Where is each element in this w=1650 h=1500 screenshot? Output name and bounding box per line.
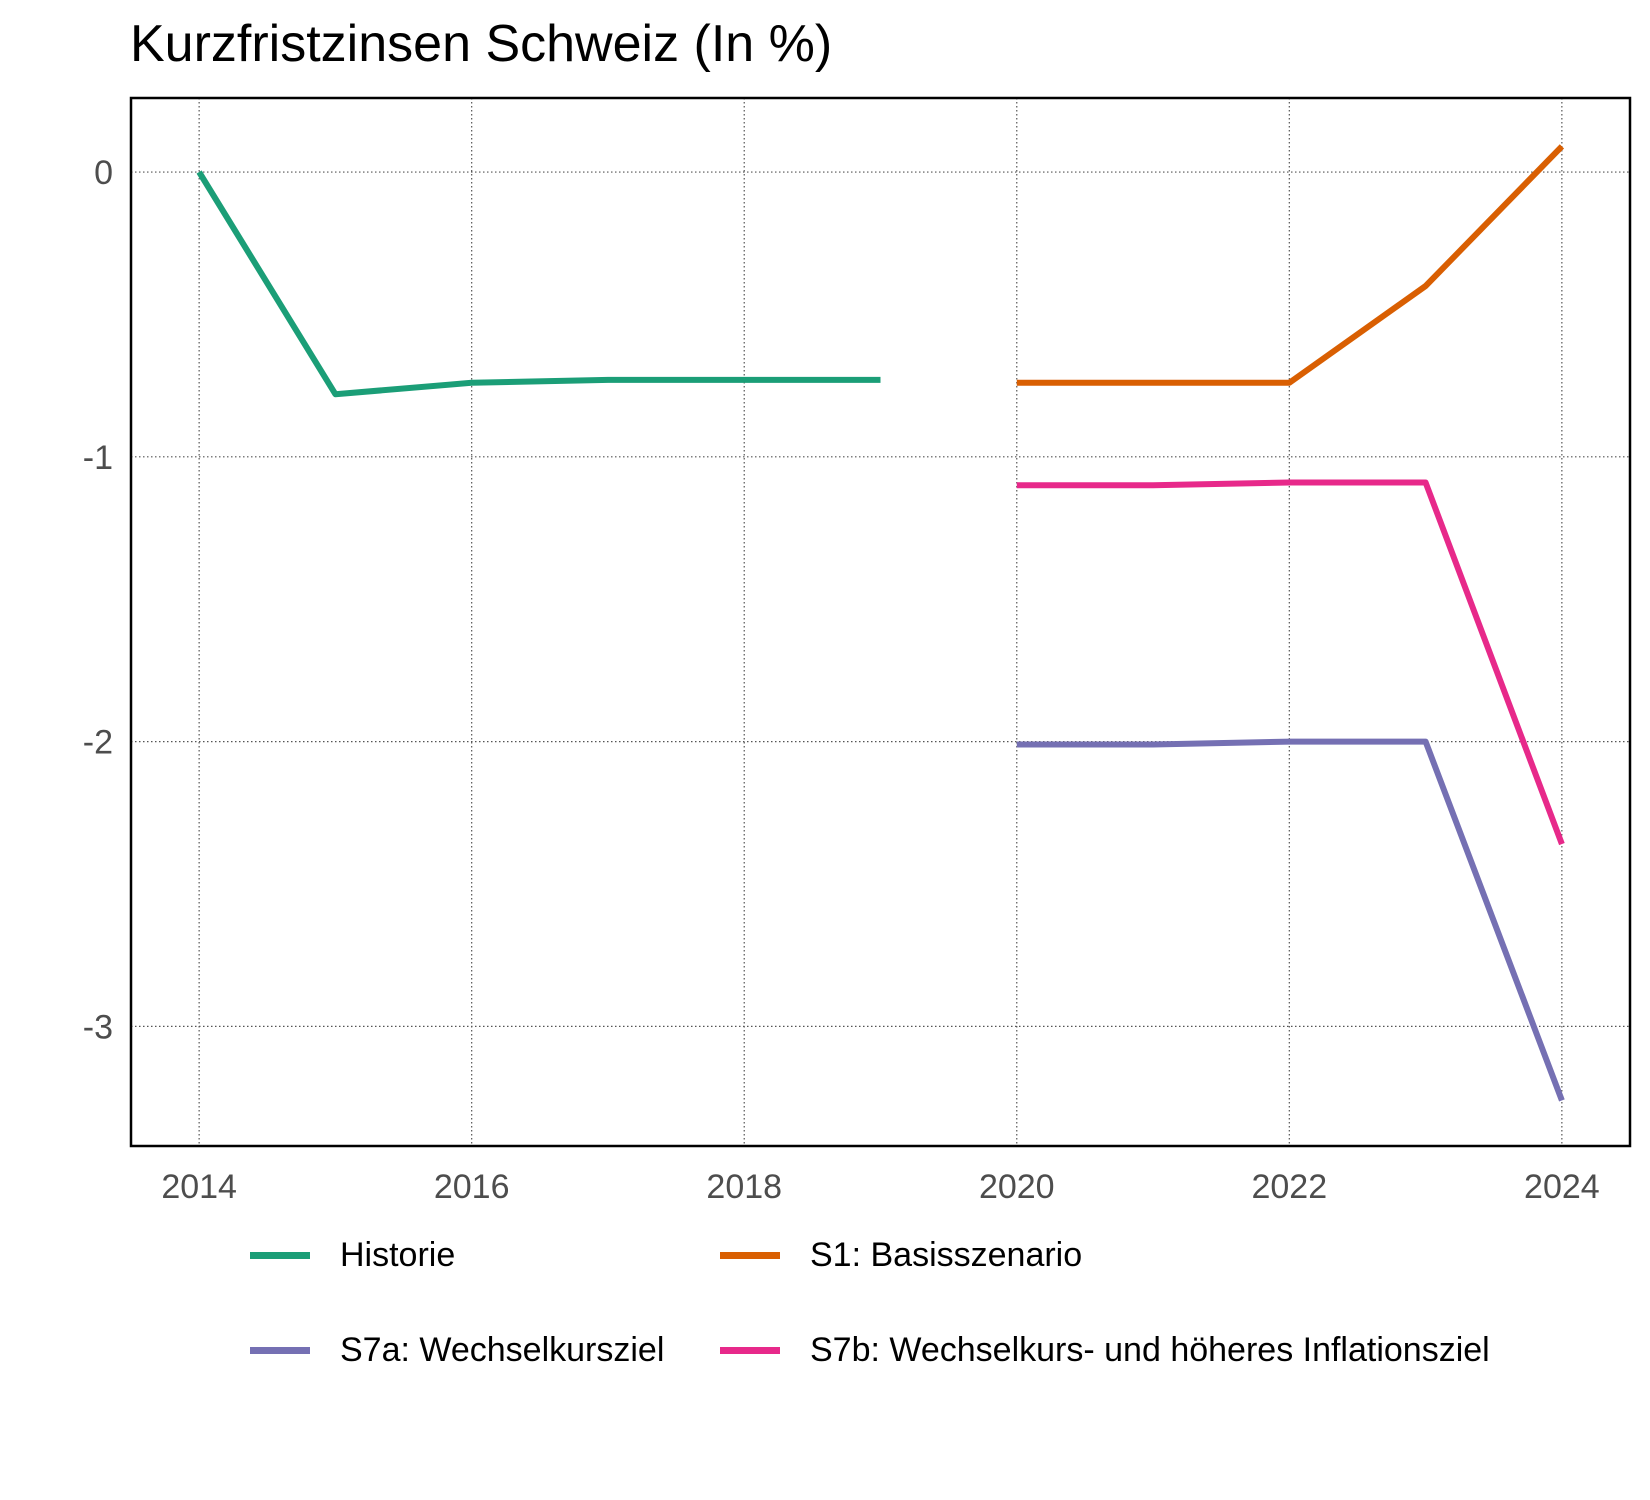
- y-tick-label: -1: [83, 439, 113, 477]
- chart-title: Kurzfristzinsen Schweiz (In %): [130, 15, 833, 73]
- x-tick-label: 2018: [706, 1168, 782, 1206]
- y-tick-label: 0: [94, 154, 113, 192]
- x-tick-label: 2020: [979, 1168, 1055, 1206]
- series-line-1: [1016, 144, 1565, 386]
- tick-labels: 2014 2016 2018 2020 2022 2024 0 -1 -2 -3: [83, 154, 1600, 1206]
- series-line-0: [196, 170, 881, 398]
- x-tick-label: 2016: [434, 1168, 510, 1206]
- x-tick-label: 2014: [161, 1168, 237, 1206]
- y-tick-label: -3: [83, 1008, 113, 1046]
- series-lines: [196, 144, 1565, 1102]
- x-tick-label: 2024: [1524, 1168, 1600, 1206]
- x-tick-label: 2022: [1251, 1168, 1327, 1206]
- y-tick-label: -2: [83, 724, 113, 762]
- grid: [131, 98, 1630, 1146]
- series-line-2: [1016, 738, 1565, 1102]
- series-line-3: [1016, 479, 1565, 846]
- plot-frame: [129, 96, 1632, 1148]
